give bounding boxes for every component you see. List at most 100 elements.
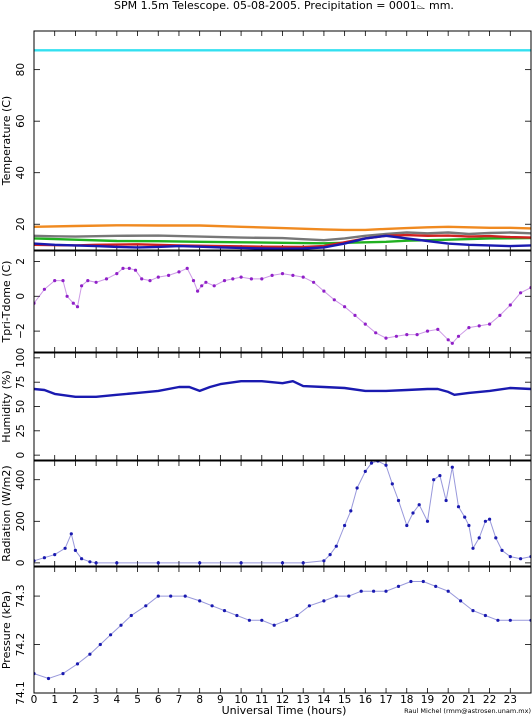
panel-frame (33, 566, 532, 694)
x-tick-label: 10 (234, 694, 247, 706)
data-point (496, 618, 500, 622)
data-point (129, 613, 133, 618)
data-point (94, 561, 98, 565)
data-point (65, 294, 69, 298)
data-point (191, 279, 196, 283)
data-point (169, 594, 173, 598)
panel-frame (33, 30, 532, 251)
y-axis-label: Radiation (W/m2) (0, 465, 13, 561)
data-point (42, 287, 47, 291)
data-point (198, 561, 202, 565)
data-point (280, 272, 285, 276)
data-point (88, 652, 92, 656)
x-tick-label: 23 (504, 694, 517, 706)
x-tick-label: 9 (217, 694, 224, 706)
y-tick-label: −2 (15, 323, 27, 338)
data-point (42, 556, 47, 560)
data-point (322, 289, 326, 293)
data-point (355, 486, 359, 490)
data-point (444, 498, 448, 503)
data-point (508, 303, 512, 307)
data-point (436, 327, 440, 331)
x-tick-label: 15 (338, 694, 351, 706)
data-point (210, 604, 214, 608)
data-point (411, 511, 415, 515)
credit-text: Raul Michel (rmm@astrosen.unam.mx) (404, 707, 531, 715)
data-point (301, 275, 305, 279)
data-point (75, 305, 80, 309)
y-tick-label: 40 (15, 166, 27, 179)
data-point (231, 277, 235, 281)
y-tick-label: 74.1 (15, 681, 27, 704)
y-tick-label: 60 (15, 114, 27, 127)
data-point (508, 618, 512, 622)
data-point (405, 523, 409, 528)
data-point (405, 333, 409, 337)
data-point (384, 463, 388, 467)
data-point (115, 561, 119, 565)
data-point (322, 559, 326, 563)
y-tick-label: 74.3 (15, 584, 27, 607)
data-point (185, 266, 189, 270)
data-point (498, 313, 502, 317)
data-point (119, 623, 123, 627)
series-line (34, 234, 531, 250)
data-point (384, 336, 388, 340)
data-point (260, 277, 264, 281)
x-tick-label: 12 (276, 694, 289, 706)
data-point (394, 334, 398, 338)
data-point (450, 341, 454, 345)
data-point (156, 275, 160, 279)
x-tick-label: 4 (113, 694, 120, 706)
data-point (86, 279, 90, 283)
data-point (270, 273, 274, 277)
data-point (353, 313, 357, 317)
x-tick-label: 11 (255, 694, 268, 706)
data-point (63, 546, 67, 550)
x-tick-label: 14 (317, 694, 331, 706)
data-point (396, 584, 401, 589)
data-point (121, 266, 125, 270)
data-point (425, 329, 430, 333)
data-point (140, 277, 144, 281)
x-tick-label: 8 (196, 694, 203, 706)
data-point (446, 589, 450, 593)
data-point (384, 589, 388, 593)
data-point (196, 289, 200, 293)
data-point (396, 498, 401, 503)
data-point (390, 482, 394, 486)
panel-temperature: 20 40 60 80 Temperature (C) (0, 30, 532, 251)
y-tick-label: 2 (15, 258, 27, 265)
data-point (144, 604, 148, 608)
data-point (322, 599, 326, 603)
x-tick-label: 17 (379, 694, 392, 706)
data-point (200, 284, 204, 288)
data-point (421, 579, 425, 584)
series-line (34, 233, 531, 249)
y-tick-label: 0 (15, 560, 27, 567)
data-point (239, 275, 243, 279)
y-tick-label: 200 (15, 511, 27, 531)
y-tick-label: 80 (15, 63, 27, 76)
data-point (334, 544, 338, 548)
data-point (148, 279, 152, 283)
data-point (285, 618, 289, 622)
data-point (477, 536, 481, 540)
data-point (61, 279, 65, 283)
data-point (46, 676, 51, 681)
data-point (483, 519, 487, 523)
data-point (104, 277, 109, 281)
data-point (127, 266, 131, 270)
data-point (488, 322, 492, 326)
data-point (80, 557, 84, 561)
data-point (459, 599, 463, 603)
data-point (463, 515, 467, 519)
y-axis-label: Temperature (C) (0, 96, 13, 186)
chart-title: SPM 1.5m Telescope. 05-08-2005. Precipit… (114, 0, 454, 12)
data-point (347, 594, 351, 598)
data-point (272, 623, 276, 627)
